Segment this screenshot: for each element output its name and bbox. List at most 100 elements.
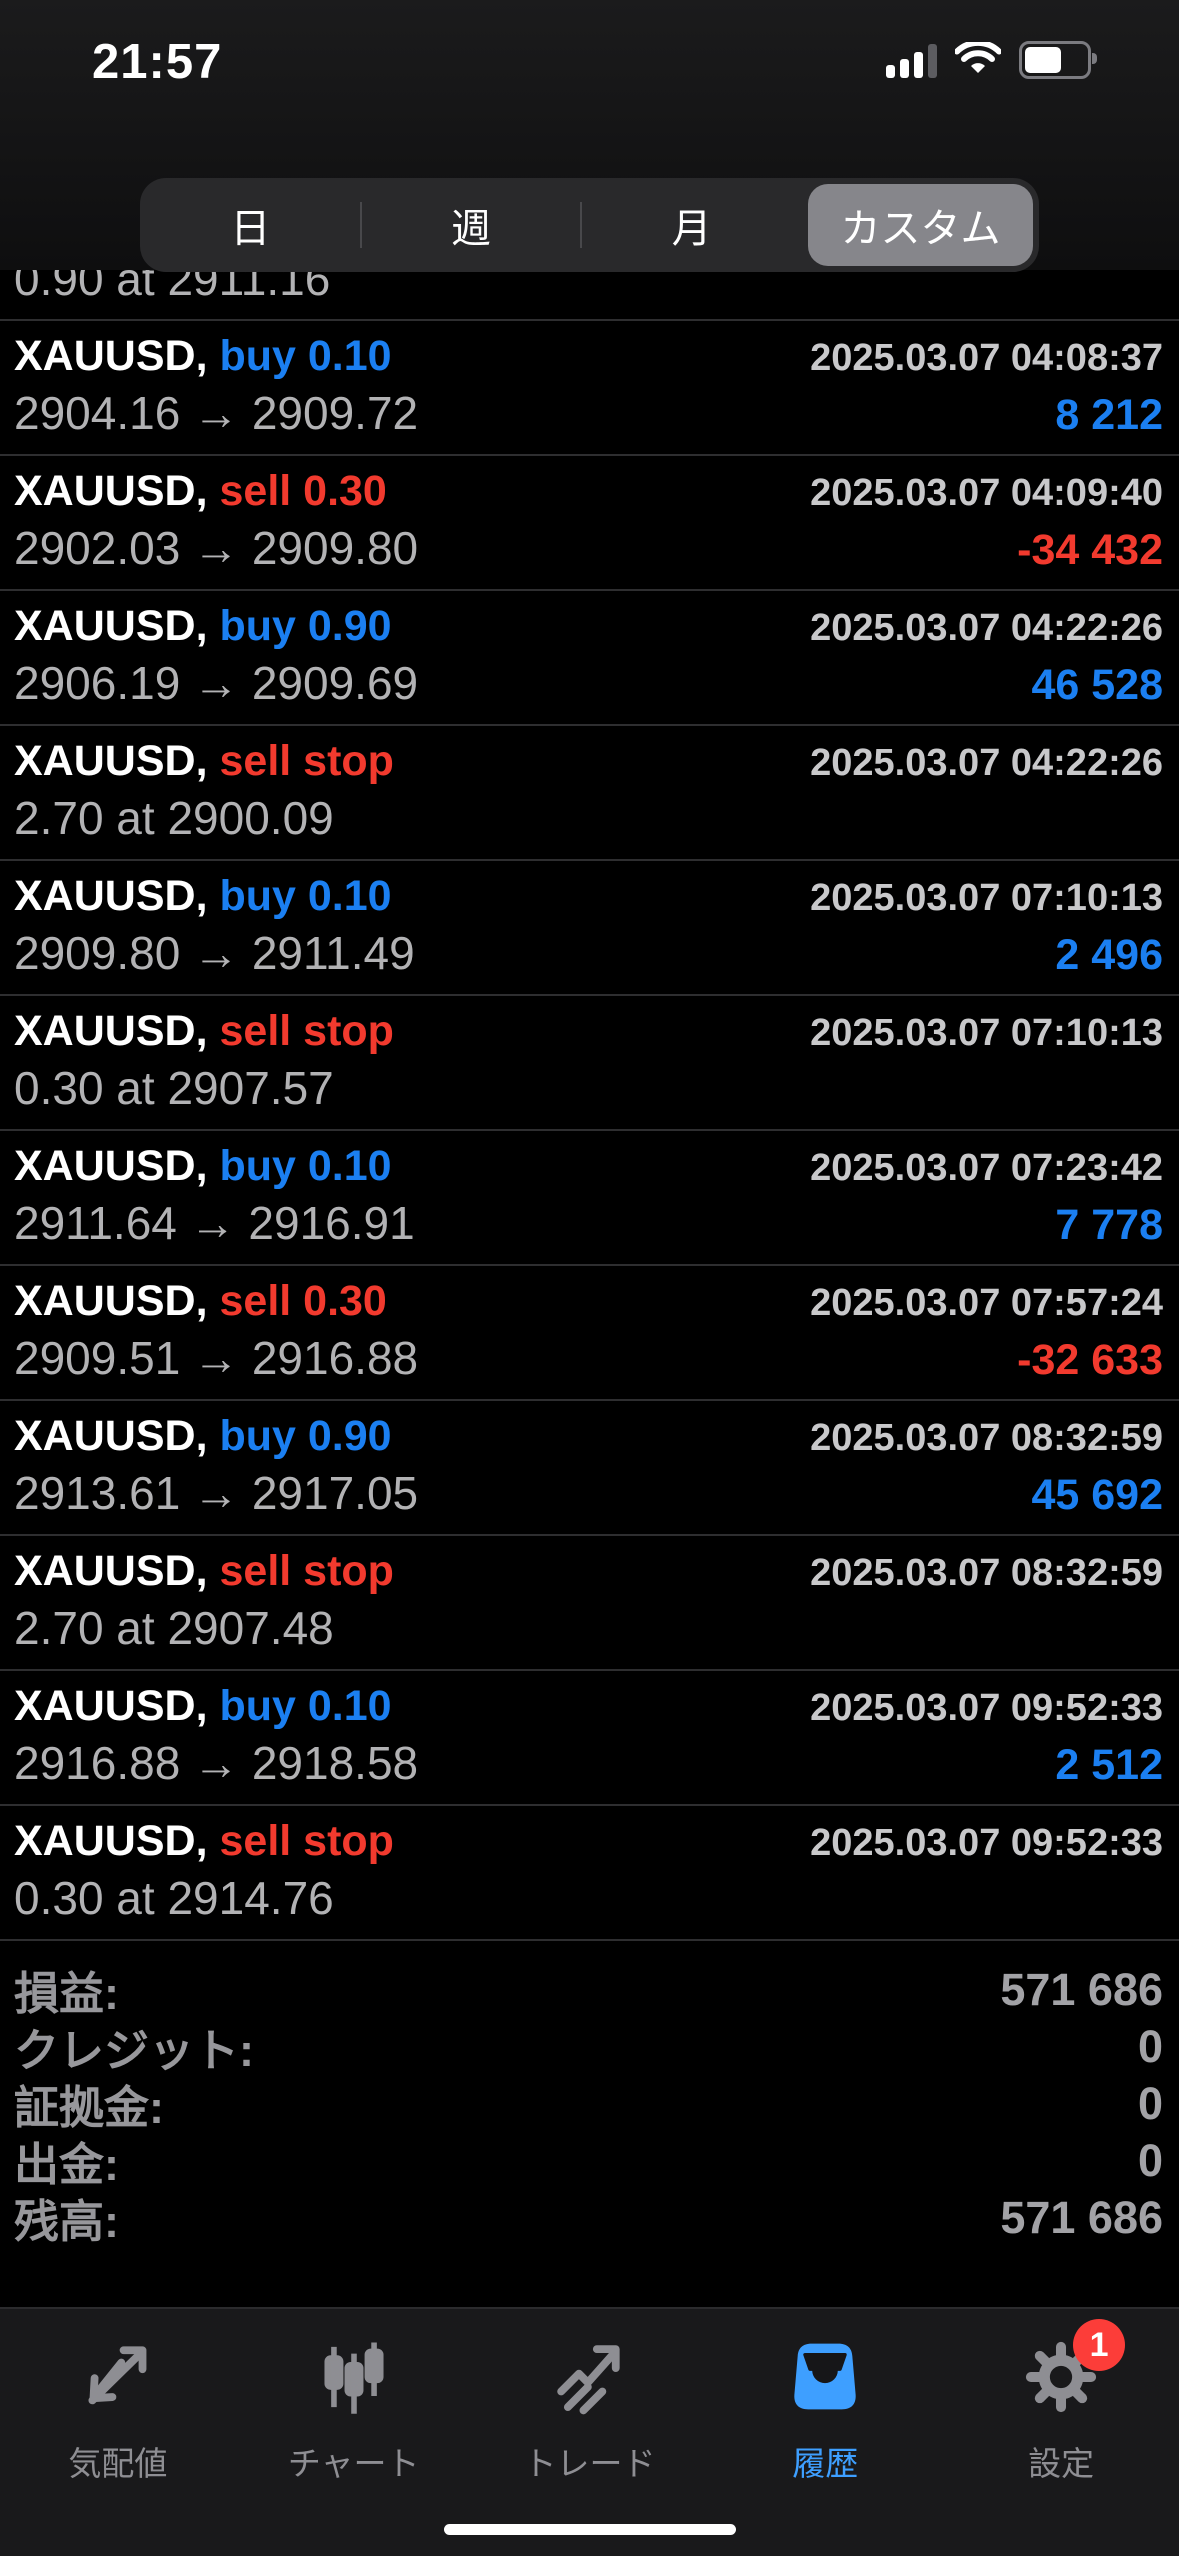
trade-icon <box>541 2329 637 2425</box>
battery-icon <box>1019 41 1097 79</box>
trade-side: sell stop <box>219 1817 394 1865</box>
trade-profit: -32 633 <box>1017 1336 1163 1384</box>
segment-custom[interactable]: カスタム <box>807 184 1033 266</box>
trade-title: XAUUSD, sell 0.30 <box>14 1277 387 1326</box>
summary-value: 571 686 <box>1000 1963 1163 2015</box>
trade-row-title-line: XAUUSD, sell stop 2025.03.07 04:22:26 <box>14 737 1163 791</box>
trade-profit: 2 496 <box>1055 931 1163 979</box>
trade-row[interactable]: XAUUSD, sell stop 2025.03.07 07:10:13 0.… <box>0 996 1179 1131</box>
trade-row-title-line: XAUUSD, buy 0.10 2025.03.07 07:10:13 <box>14 872 1163 926</box>
header: 21:57 日 週 月 <box>0 0 1179 272</box>
trade-datetime: 2025.03.07 07:23:42 <box>810 1147 1163 1189</box>
trade-row-detail-line: 2916.88 → 2918.58 2 512 <box>14 1736 1163 1794</box>
home-indicator[interactable] <box>443 2524 736 2535</box>
tab-trade[interactable]: トレード <box>472 2329 708 2485</box>
segment-divider <box>359 202 362 248</box>
trade-row-title-line: XAUUSD, sell stop 2025.03.07 07:10:13 <box>14 1007 1163 1061</box>
trade-row-title-line: XAUUSD, buy 0.90 2025.03.07 08:32:59 <box>14 1412 1163 1466</box>
trade-row-detail-line: 2902.03 → 2909.80 -34 432 <box>14 521 1163 579</box>
trade-row[interactable]: XAUUSD, buy 0.10 2025.03.07 07:10:13 290… <box>0 861 1179 996</box>
trade-row-detail-line: 2.70 at 2907.48 <box>14 1601 1163 1659</box>
trade-symbol: XAUUSD, <box>14 467 208 515</box>
trade-detail: 0.30 at 2907.57 <box>14 1062 334 1114</box>
trade-title: XAUUSD, sell stop <box>14 1817 394 1866</box>
chart-icon <box>306 2329 402 2425</box>
trade-symbol: XAUUSD, <box>14 602 208 650</box>
trade-datetime: 2025.03.07 07:10:13 <box>810 877 1163 919</box>
trade-detail: 2904.16 → 2909.72 <box>14 387 419 439</box>
trade-detail: 2913.61 → 2917.05 <box>14 1467 419 1519</box>
trade-row-title-line: XAUUSD, sell 0.30 2025.03.07 07:57:24 <box>14 1277 1163 1331</box>
trade-row-title-line: XAUUSD, buy 0.10 2025.03.07 09:52:33 <box>14 1682 1163 1736</box>
trade-detail: 2.70 at 2907.48 <box>14 1602 334 1654</box>
trade-row[interactable]: XAUUSD, buy 0.10 2025.03.07 04:08:37 290… <box>0 321 1179 456</box>
trade-profit: 7 778 <box>1055 1201 1163 1249</box>
status-time: 21:57 <box>92 35 223 89</box>
trade-row-detail-line: 2909.80 → 2911.49 2 496 <box>14 926 1163 984</box>
segment-week[interactable]: 週 <box>359 178 582 272</box>
trade-title: XAUUSD, buy 0.10 <box>14 872 392 921</box>
trade-row-title-line: XAUUSD, buy 0.10 2025.03.07 04:08:37 <box>14 332 1163 386</box>
gear-icon: 1 <box>1013 2319 1126 2425</box>
summary-row: 残高: 571 686 <box>14 2189 1163 2248</box>
trade-side: sell 0.30 <box>219 467 387 515</box>
period-segmented-control: 日 週 月 カスタム <box>140 178 1039 272</box>
cellular-signal-icon <box>886 42 937 78</box>
segment-month[interactable]: 月 <box>580 178 802 272</box>
trade-symbol: XAUUSD, <box>14 1007 208 1055</box>
trade-symbol: XAUUSD, <box>14 1547 208 1595</box>
tab-label: チャート <box>287 2445 420 2482</box>
trade-row[interactable]: XAUUSD, sell 0.30 2025.03.07 07:57:24 29… <box>0 1266 1179 1401</box>
trade-profit: 8 212 <box>1055 391 1163 439</box>
tab-history[interactable]: 履歴 <box>707 2329 943 2485</box>
tab-quotes[interactable]: 気配値 <box>0 2329 236 2485</box>
trade-row[interactable]: XAUUSD, sell stop 2025.03.07 08:32:59 2.… <box>0 1536 1179 1671</box>
trade-row[interactable]: XAUUSD, buy 0.10 2025.03.07 07:23:42 291… <box>0 1131 1179 1266</box>
trade-detail: 2902.03 → 2909.80 <box>14 522 419 574</box>
trade-row[interactable]: XAUUSD, buy 0.90 2025.03.07 04:22:26 290… <box>0 591 1179 726</box>
trade-side: buy 0.10 <box>219 872 392 920</box>
trade-datetime: 2025.03.07 09:52:33 <box>810 1822 1163 1864</box>
trade-title: XAUUSD, buy 0.10 <box>14 1142 392 1191</box>
tab-settings[interactable]: 1 設定 <box>943 2319 1179 2485</box>
trade-detail: 2909.80 → 2911.49 <box>14 927 415 979</box>
trade-profit: -34 432 <box>1017 526 1163 574</box>
trade-title: XAUUSD, sell stop <box>14 737 394 786</box>
trade-row[interactable]: XAUUSD, buy 0.10 2025.03.07 09:52:33 291… <box>0 1671 1179 1806</box>
quotes-icon <box>70 2329 166 2425</box>
trade-row-detail-line: 0.30 at 2907.57 <box>14 1061 1163 1119</box>
summary-label: 出金: <box>14 2139 119 2190</box>
tab-label: 設定 <box>1028 2445 1095 2482</box>
trade-title: XAUUSD, buy 0.10 <box>14 332 392 381</box>
summary-row: 損益: 571 686 <box>14 1961 1163 2020</box>
trade-side: sell stop <box>219 737 394 785</box>
trade-detail: 2.70 at 2900.09 <box>14 792 334 844</box>
segment-day-label: 日 <box>230 207 271 251</box>
trade-symbol: XAUUSD, <box>14 1142 208 1190</box>
trade-row-detail-line: 2909.51 → 2916.88 -32 633 <box>14 1331 1163 1389</box>
tab-charts[interactable]: チャート <box>236 2329 472 2485</box>
trade-row-title-line: XAUUSD, sell stop 2025.03.07 08:32:59 <box>14 1547 1163 1601</box>
trade-row[interactable]: XAUUSD, sell 0.30 2025.03.07 04:09:40 29… <box>0 456 1179 591</box>
trade-symbol: XAUUSD, <box>14 332 208 380</box>
trade-row-detail-line: 2904.16 → 2909.72 8 212 <box>14 386 1163 444</box>
trade-side: buy 0.10 <box>219 1142 392 1190</box>
trade-row-clipped[interactable]: 0.90 at 2911.16 <box>0 270 1179 321</box>
trade-row-title-line: XAUUSD, buy 0.90 2025.03.07 04:22:26 <box>14 602 1163 656</box>
trade-side: sell 0.30 <box>219 1277 387 1325</box>
summary-row: 出金: 0 <box>14 2132 1163 2191</box>
account-summary: 損益: 571 686 クレジット: 0 証拠金: 0 出金: 0 <box>0 1941 1179 2248</box>
tab-label: 履歴 <box>792 2445 859 2482</box>
trade-title: XAUUSD, buy 0.90 <box>14 1412 392 1461</box>
trade-row[interactable]: XAUUSD, buy 0.90 2025.03.07 08:32:59 291… <box>0 1401 1179 1536</box>
trade-datetime: 2025.03.07 04:09:40 <box>810 472 1163 514</box>
trade-detail: 2909.51 → 2916.88 <box>14 1332 419 1384</box>
segment-day[interactable]: 日 <box>140 178 361 272</box>
tab-bar: 気配値 チャート <box>0 2307 1179 2556</box>
trade-row-detail-line: 2906.19 → 2909.69 46 528 <box>14 656 1163 714</box>
trade-row[interactable]: XAUUSD, sell stop 2025.03.07 09:52:33 0.… <box>0 1806 1179 1941</box>
summary-label: 残高: <box>14 2196 119 2247</box>
summary-label: 証拠金: <box>14 2082 164 2133</box>
trade-row[interactable]: XAUUSD, sell stop 2025.03.07 04:22:26 2.… <box>0 726 1179 861</box>
trade-symbol: XAUUSD, <box>14 1682 208 1730</box>
